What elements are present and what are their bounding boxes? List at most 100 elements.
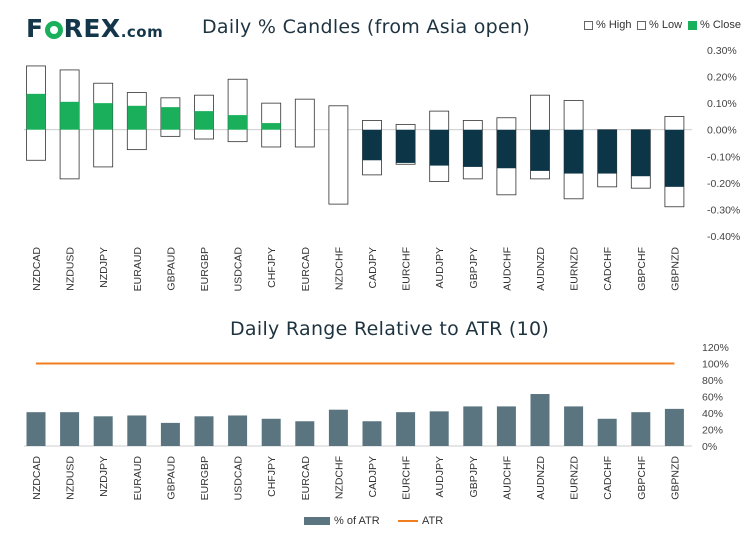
- x-category-label: NZDUSD: [65, 247, 77, 291]
- atr-bar: [328, 409, 348, 446]
- atr-bar: [160, 422, 180, 446]
- x-category-label: CADCHF: [602, 247, 614, 291]
- atr-bar: [429, 411, 449, 446]
- legend-high-label: % High: [596, 19, 632, 31]
- atr-chart-title: Daily Range Relative to ATR (10): [230, 318, 550, 340]
- atr-bar: [463, 406, 483, 446]
- atr-bar: [564, 406, 584, 446]
- atr-bar: [93, 416, 113, 446]
- y-tick-label: -0.10%: [707, 151, 740, 163]
- logo-letters-rex: REX: [63, 14, 121, 43]
- legend-close-label: % Close: [700, 19, 741, 31]
- y-tick-label: 0.10%: [707, 98, 737, 110]
- legend-atr: ATR: [398, 515, 443, 527]
- x-category-label: CADJPY: [367, 247, 379, 288]
- candle-close-body: [429, 129, 449, 166]
- x-category-label: NZDCAD: [31, 247, 43, 291]
- x-category-label: EURCHF: [401, 456, 413, 500]
- legend-low-label: % Low: [649, 19, 683, 31]
- x-category-label: NZDCHF: [333, 247, 345, 290]
- candle-close-body: [564, 129, 584, 174]
- candle-close-body: [228, 115, 248, 130]
- x-category-label: EURGBP: [199, 247, 211, 291]
- x-category-label: EURNZD: [569, 247, 581, 291]
- x-category-label: GBPCHF: [636, 456, 648, 500]
- atr-bar: [228, 415, 248, 446]
- candle-range-box: [294, 98, 315, 148]
- x-category-label: EURAUD: [132, 456, 144, 501]
- candle-close-body: [261, 123, 281, 130]
- x-category-label: EURGBP: [199, 456, 211, 500]
- candle-close-body: [60, 101, 80, 130]
- atr-bar: [26, 412, 46, 446]
- legend-low: % Low: [637, 19, 682, 31]
- x-category-label: CADCHF: [602, 456, 614, 500]
- candle-range-box: [227, 78, 248, 143]
- y-tick-label: 120%: [702, 342, 729, 354]
- x-category-label: GBPAUD: [165, 247, 177, 291]
- x-category-label: AUDCHF: [501, 247, 513, 291]
- y-tick-label: 100%: [702, 359, 729, 371]
- atr-bar: [664, 408, 684, 446]
- logo-letter-f: F: [26, 14, 44, 43]
- x-category-label: GBPNZD: [669, 247, 681, 291]
- atr-bar: [362, 421, 382, 446]
- candle-close-body: [530, 129, 550, 171]
- x-category-label: GBPNZD: [669, 456, 681, 500]
- x-category-label: NZDJPY: [98, 456, 110, 497]
- candle-close-body: [396, 129, 416, 163]
- legend-low-swatch: [637, 20, 646, 30]
- y-tick-label: 60%: [702, 392, 723, 404]
- candle-close-body: [127, 105, 147, 130]
- x-category-label: GBPCHF: [636, 247, 648, 291]
- candle-close-body: [496, 129, 516, 169]
- x-category-label: AUDNZD: [535, 456, 547, 500]
- x-category-label: USDCAD: [233, 456, 245, 501]
- legend-atr-swatch: [398, 520, 418, 522]
- candle-close-body: [26, 93, 46, 130]
- atr-bar: [530, 394, 550, 446]
- x-category-label: USDCAD: [233, 247, 245, 292]
- x-category-label: AUDCHF: [501, 456, 513, 500]
- x-category-label: CADJPY: [367, 456, 379, 497]
- x-category-label: NZDCHF: [333, 456, 345, 499]
- x-category-label: EURCHF: [401, 247, 413, 291]
- atr-bar: [295, 421, 315, 446]
- x-category-label: GBPAUD: [165, 456, 177, 500]
- candle-close-body: [194, 111, 214, 130]
- atr-bar: [396, 412, 416, 446]
- x-category-label: AUDNZD: [535, 247, 547, 291]
- x-category-label: EURNZD: [569, 456, 581, 500]
- x-category-label: AUDJPY: [434, 456, 446, 497]
- x-category-label: EURCAD: [300, 456, 312, 501]
- legend-high-swatch: [584, 20, 593, 30]
- atr-bar: [127, 415, 147, 446]
- y-tick-label: 0%: [702, 441, 717, 453]
- atr-bar: [597, 418, 617, 446]
- candle-close-body: [631, 129, 651, 177]
- y-tick-label: 80%: [702, 375, 723, 387]
- atr-bar: [60, 412, 80, 446]
- x-category-label: GBPJPY: [468, 456, 480, 497]
- x-category-label: CHFJPY: [266, 247, 278, 288]
- y-tick-label: 40%: [702, 408, 723, 420]
- atr-bar: [194, 416, 214, 446]
- y-tick-label: 0.20%: [707, 72, 737, 84]
- x-category-label: EURAUD: [132, 247, 144, 292]
- x-category-label: CHFJPY: [266, 456, 278, 497]
- candles-chart-title: Daily % Candles (from Asia open): [202, 16, 531, 38]
- forex-logo: F REX.com: [26, 14, 163, 43]
- legend-close: % Close: [688, 19, 741, 31]
- candle-close-body: [160, 107, 180, 130]
- atr-bar: [496, 406, 516, 446]
- x-category-label: AUDJPY: [434, 247, 446, 288]
- legend-pct-atr-swatch: [304, 517, 330, 525]
- atr-bar: [261, 418, 281, 446]
- candle-close-body: [93, 103, 113, 130]
- y-tick-label: 20%: [702, 425, 723, 437]
- x-category-label: EURCAD: [300, 247, 312, 292]
- y-tick-label: -0.20%: [707, 178, 740, 190]
- legend-pct-atr-label: % of ATR: [334, 515, 380, 527]
